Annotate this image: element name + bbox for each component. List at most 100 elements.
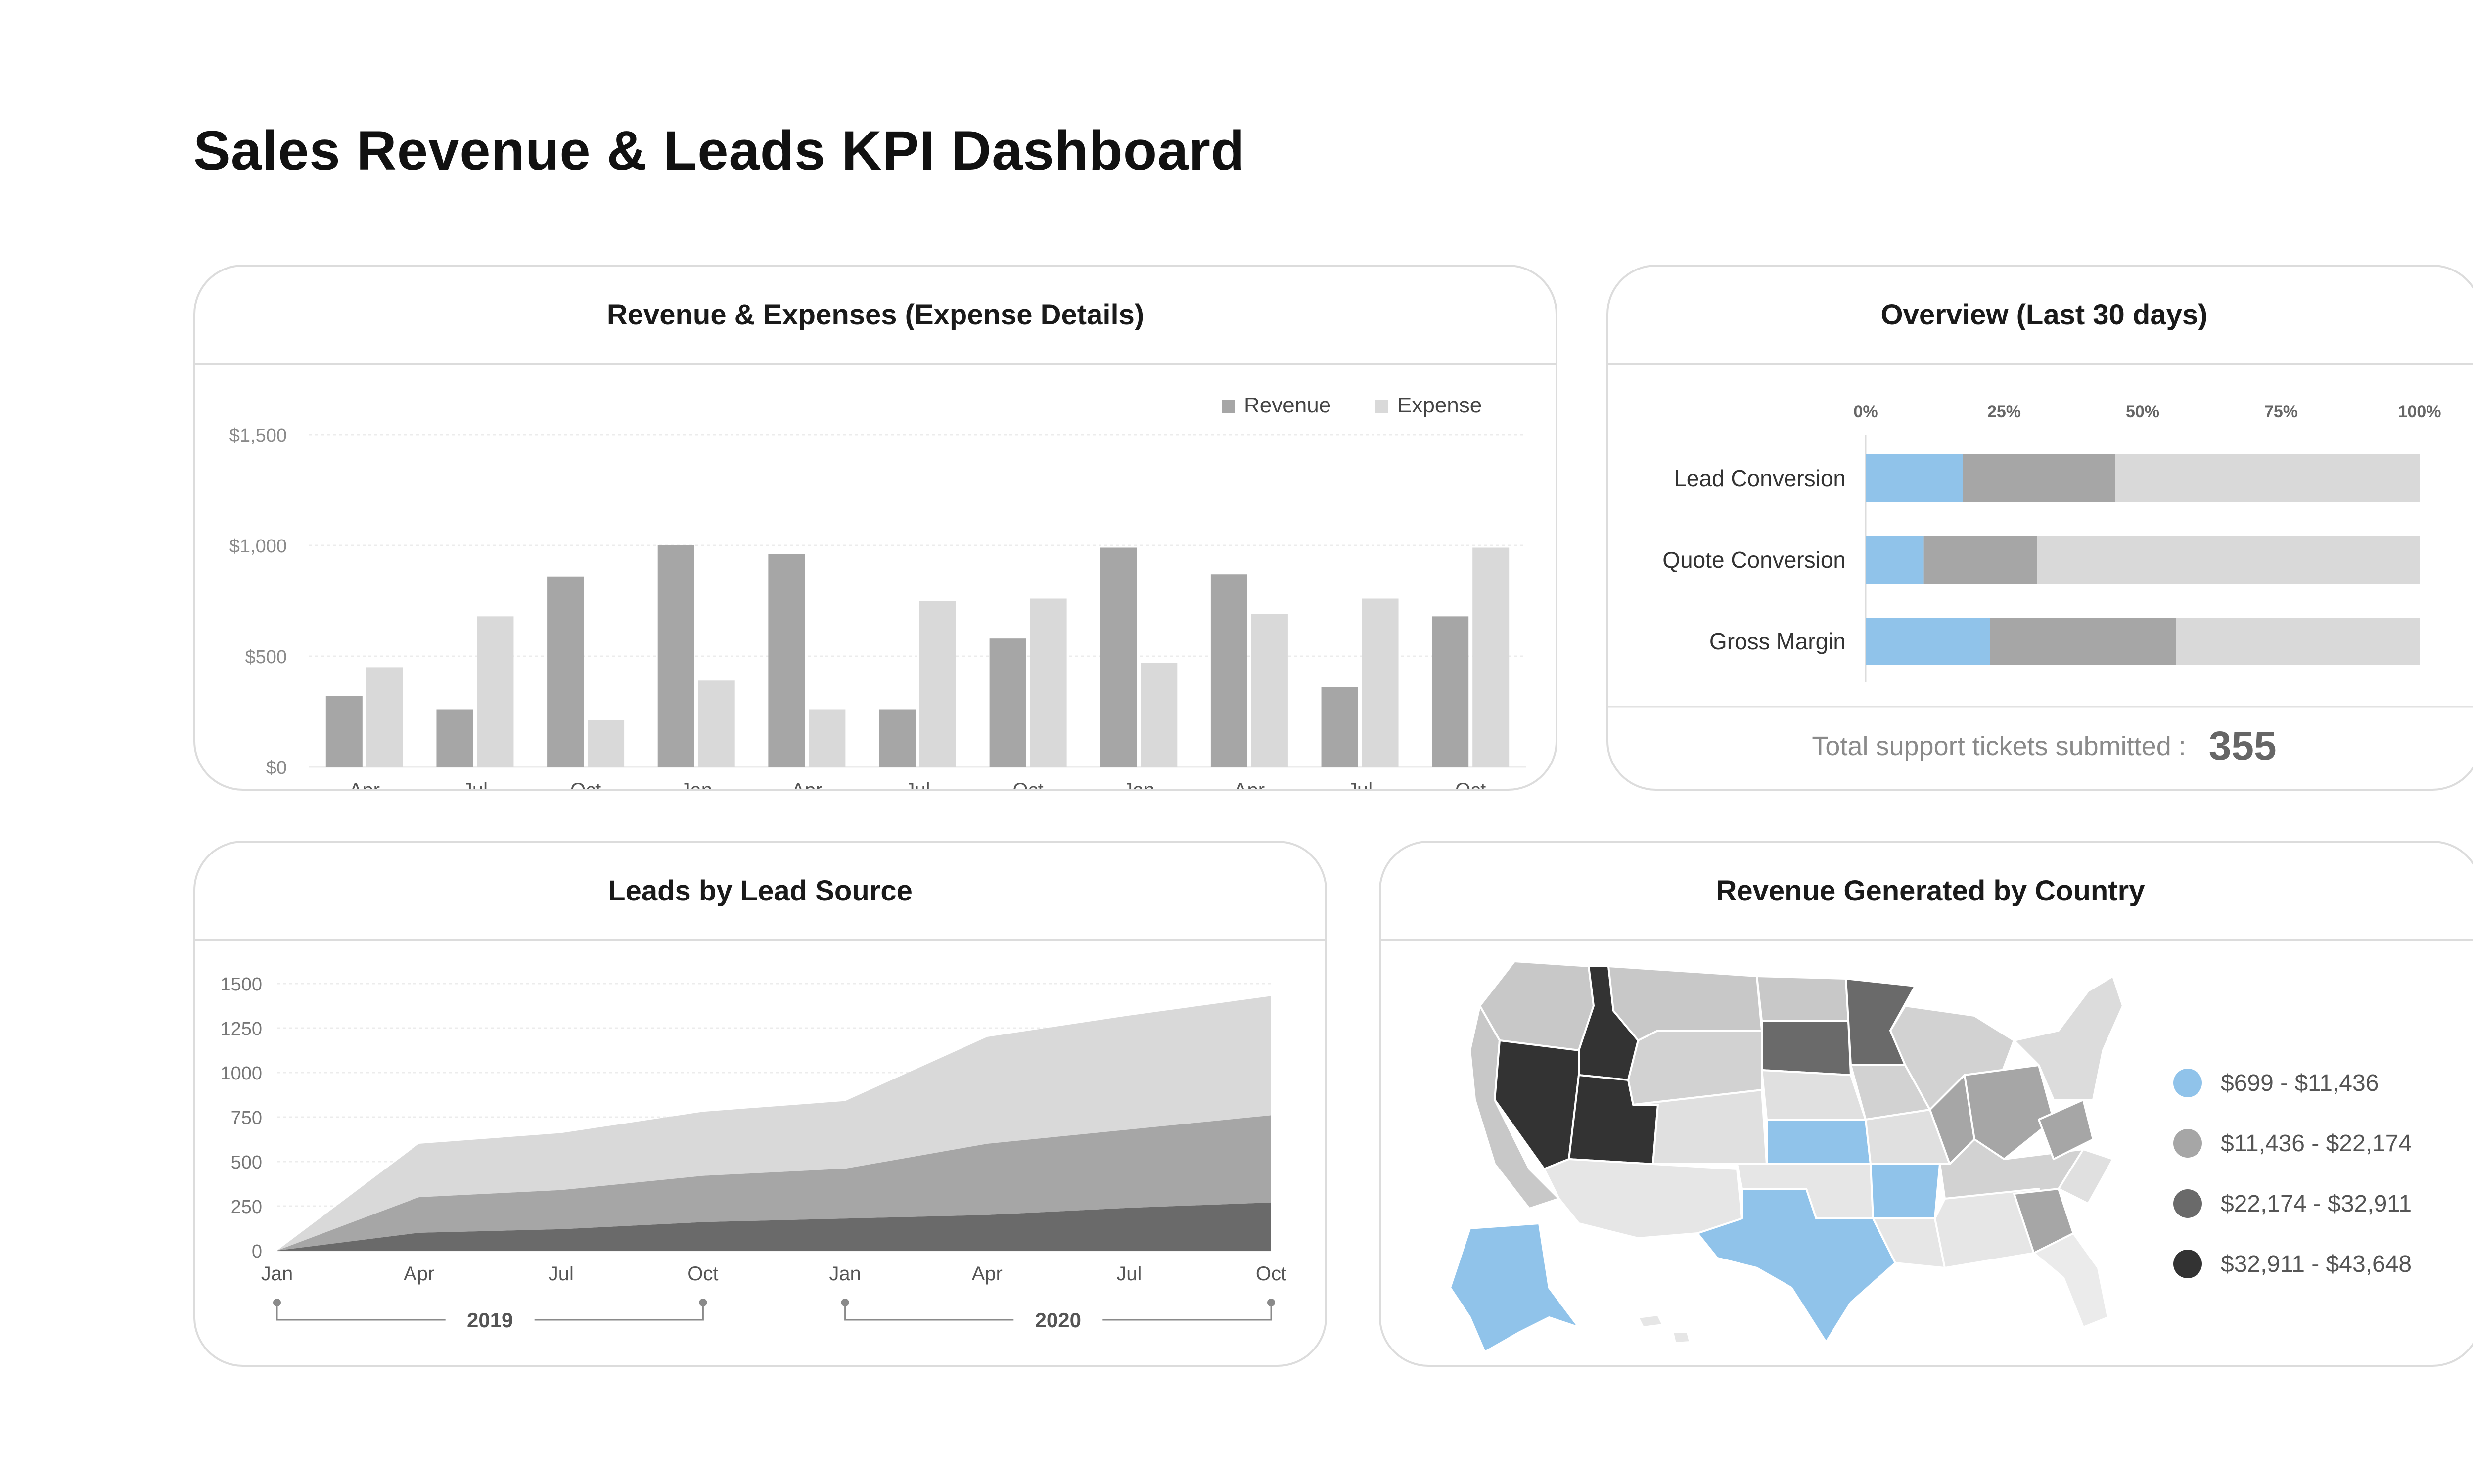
x-tick-label: Jul (1116, 1263, 1142, 1285)
map-region-florida (2033, 1232, 2109, 1328)
revenue-expenses-panel: Revenue & Expenses (Expense Details) $0 $… (193, 265, 1557, 791)
y-tick-label: 750 (231, 1108, 262, 1128)
bar-segment (2115, 454, 2420, 502)
bar-expense (1251, 614, 1288, 767)
bar-segment (1963, 454, 2115, 502)
bar-expense (1141, 663, 1178, 767)
map-region-north-dakota (1756, 975, 1849, 1022)
bar-revenue (879, 709, 916, 767)
overview-chart: 0% 25% 50% 75% 100% Lead Conversion Quote Conv… (1608, 403, 2473, 708)
year-bracket (276, 1303, 704, 1321)
map-panel: Revenue Generated by Country (1379, 841, 2473, 1367)
bar-expense (698, 680, 735, 767)
bar-expense (477, 616, 514, 767)
x-tick-label: Oct (687, 1263, 718, 1285)
x-tick-label: Jul (549, 1263, 574, 1285)
map-legend-item: $11,436 - $22,174 (2173, 1113, 2412, 1173)
total-tickets-row: Total support tickets submitted : 355 (1608, 704, 2473, 789)
x-tick-label: 0% (1853, 403, 1878, 421)
year-label: 2020 (1035, 1308, 1081, 1332)
bar-segment (1990, 618, 2176, 665)
category-label: Gross Margin (1709, 629, 1846, 654)
bar-segment (1866, 454, 1963, 502)
x-tick-label: 50% (2126, 403, 2159, 421)
y-tick-label: 1250 (220, 1019, 262, 1039)
map-region-nebraska (1761, 1069, 1867, 1121)
category-label: Lead Conversion (1674, 465, 1846, 491)
map-region-ohio-valley (1964, 1064, 2055, 1160)
map-region-colorado (1632, 1089, 1768, 1165)
leads-chart: 0 250 500 750 1000 1250 1500 Jan Apr Jul Oct Jan Apr… (220, 974, 1286, 1332)
bar-expense (809, 709, 846, 767)
year-label: 2019 (467, 1308, 513, 1332)
bar-revenue (436, 709, 473, 767)
x-tick-label: Oct (1013, 779, 1044, 791)
map-region-mountain (1607, 965, 1763, 1041)
leads-header: Leads by Lead Source (195, 843, 1325, 941)
x-tick-label: Oct (1455, 779, 1486, 791)
x-tick-label: Jul (1347, 779, 1373, 791)
bar-segment (1866, 618, 1990, 665)
map-title: Revenue Generated by Country (1716, 875, 2145, 907)
y-tick-label: $1,500 (229, 425, 287, 446)
total-tickets-value: 355 (2208, 723, 2277, 768)
overview-panel: Overview (Last 30 days) 0% 25% 50% 75% 100% L… (1606, 265, 2473, 791)
revenue-expenses-title: Revenue & Expenses (Expense Details) (606, 299, 1145, 331)
legend-swatch-icon (2173, 1189, 2202, 1218)
x-tick-label: Oct (570, 779, 601, 791)
legend-revenue-swatch (1222, 400, 1235, 413)
area-series (277, 1115, 1271, 1251)
y-tick-label: 1500 (220, 974, 262, 995)
overview-header: Overview (Last 30 days) (1608, 267, 2473, 365)
bar-expense (919, 601, 956, 767)
map-region-alaska (1449, 1222, 1580, 1353)
overview-title: Overview (Last 30 days) (1880, 299, 2208, 331)
x-tick-label: Jan (1123, 779, 1155, 791)
bar-segment (1923, 536, 2038, 584)
map-legend-label: $11,436 - $22,174 (2221, 1130, 2412, 1157)
legend-swatch-icon (2173, 1069, 2202, 1097)
map-legend-label: $699 - $11,436 (2221, 1070, 2379, 1096)
area-series (277, 996, 1271, 1251)
x-tick-label: Oct (1256, 1263, 1286, 1285)
y-tick-label: 0 (252, 1241, 262, 1262)
bar-expense (588, 720, 625, 767)
year-bracket (844, 1303, 1272, 1321)
y-tick-label: $1,000 (229, 536, 287, 557)
map-region-texas (1696, 1188, 1896, 1343)
map-region-southwest (1543, 1158, 1743, 1239)
map-legend-label: $32,911 - $43,648 (2221, 1251, 2412, 1277)
bar-revenue (1100, 547, 1137, 767)
x-tick-label: Jan (680, 779, 712, 791)
map-region-arkansas (1870, 1163, 1941, 1219)
bar-revenue (325, 696, 363, 767)
y-tick-label: 500 (231, 1152, 262, 1173)
legend-revenue-label: Revenue (1244, 393, 1331, 417)
page-title: Sales Revenue & Leads KPI Dashboard (193, 120, 1245, 181)
legend-swatch-icon (2173, 1250, 2202, 1278)
x-tick-label: Jul (905, 779, 930, 791)
x-tick-label: Jul (462, 779, 488, 791)
map-legend-label: $22,174 - $32,911 (2221, 1190, 2412, 1217)
bar-revenue (989, 638, 1026, 767)
bar-expense (366, 667, 403, 767)
us-map (1449, 960, 2124, 1353)
x-tick-label: 100% (2398, 403, 2441, 421)
map-legend: $699 - $11,436 $11,436 - $22,174 $22,174… (2173, 1053, 2412, 1294)
x-tick-label: Jan (261, 1263, 293, 1285)
bar-segment (1866, 536, 1924, 584)
map-region-carolinas (2058, 1148, 2114, 1205)
category-label: Quote Conversion (1662, 547, 1846, 573)
map-region-kansas (1766, 1119, 1872, 1165)
y-tick-label: $0 (266, 758, 287, 778)
y-tick-label: $500 (245, 647, 287, 668)
bar-revenue (547, 576, 584, 767)
total-tickets-label: Total support tickets submitted : (1812, 731, 2186, 761)
bar-segment (2176, 618, 2420, 665)
revenue-expenses-header: Revenue & Expenses (Expense Details) (195, 267, 1556, 365)
leads-title: Leads by Lead Source (608, 875, 913, 907)
bar-revenue (768, 554, 805, 767)
map-region-virginia (2038, 1099, 2094, 1160)
map-header: Revenue Generated by Country (1381, 843, 2473, 941)
bar-revenue (657, 545, 694, 767)
